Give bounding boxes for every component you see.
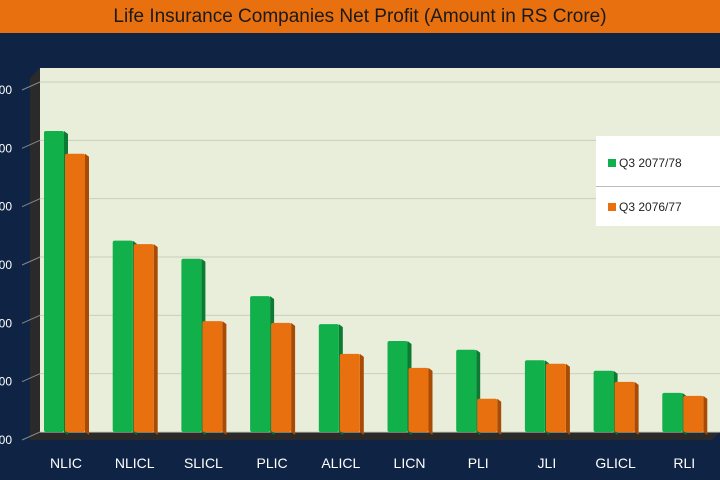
- x-tick-label: PLIC: [257, 455, 288, 471]
- bar-JLI-0: [524, 360, 545, 432]
- bar-side: [153, 244, 158, 435]
- y-tick-label: 00: [0, 375, 12, 389]
- legend: Q3 2077/78 Q3 2076/77: [596, 136, 720, 226]
- bar-NLIC-1: [65, 153, 85, 432]
- bar-GLICL-1: [614, 381, 635, 432]
- tick-mark: [21, 139, 41, 149]
- bar-RLI-1: [683, 395, 704, 432]
- x-tick-label: PLI: [468, 455, 489, 471]
- y-tick-label: 00: [0, 316, 12, 330]
- y-tick-label: 00: [0, 141, 12, 155]
- bar-side: [497, 398, 502, 435]
- y-tick-label: 00: [0, 200, 12, 214]
- bar-LICN-1: [408, 367, 429, 432]
- bar-side: [359, 353, 364, 435]
- tick-mark: [21, 81, 41, 91]
- legend-item: Q3 2077/78: [608, 156, 682, 170]
- legend-swatch-orange: [608, 203, 616, 211]
- tick-mark: [21, 198, 41, 208]
- plot-left-wall: [30, 68, 40, 440]
- bar-side: [85, 153, 89, 435]
- bar-SLICL-0: [181, 258, 202, 432]
- bar-GLICL-0: [593, 370, 614, 432]
- tick-mark: [21, 373, 41, 383]
- legend-item: Q3 2076/77: [608, 200, 682, 214]
- legend-label: Q3 2076/77: [619, 200, 682, 214]
- y-tick-label: 00: [0, 433, 12, 447]
- x-tick-label: GLICL: [595, 455, 636, 471]
- bar-PLIC-1: [271, 322, 292, 432]
- plot-floor: [30, 432, 720, 440]
- bar-side: [565, 363, 570, 435]
- chart-title: Life Insurance Companies Net Profit (Amo…: [0, 0, 720, 33]
- bar-SLICL-1: [202, 321, 223, 432]
- bar-ALICL-1: [339, 353, 360, 432]
- bar-PLI-0: [456, 349, 477, 432]
- bar-ALICL-0: [318, 324, 339, 432]
- tick-mark: [21, 256, 41, 266]
- bar-side: [222, 321, 227, 435]
- x-tick-label: ALICL: [321, 455, 360, 471]
- bar-side: [634, 381, 639, 435]
- tick-mark: [21, 431, 41, 441]
- y-tick-label: 00: [0, 258, 12, 272]
- bar-side: [291, 322, 296, 435]
- x-tick-label: JLI: [538, 455, 557, 471]
- x-tick-label: NLIC: [50, 455, 82, 471]
- bar-NLICL-1: [133, 244, 154, 432]
- y-tick-label: 00: [0, 83, 12, 97]
- x-tick-label: NLICL: [115, 455, 155, 471]
- bar-PLI-1: [477, 398, 498, 432]
- x-tick-label: LICN: [394, 455, 426, 471]
- bar-JLI-1: [545, 363, 566, 432]
- x-tick-label: SLICL: [184, 455, 223, 471]
- bar-NLICL-0: [112, 240, 133, 432]
- legend-label: Q3 2077/78: [619, 156, 682, 170]
- bar-PLIC-0: [250, 296, 271, 432]
- bar-NLIC-0: [44, 131, 64, 432]
- x-tick-label: RLI: [673, 455, 695, 471]
- bar-side: [703, 395, 708, 435]
- tick-mark: [21, 314, 41, 324]
- legend-swatch-green: [608, 159, 616, 167]
- bar-LICN-0: [387, 341, 408, 432]
- bar-RLI-0: [662, 392, 683, 432]
- bar-side: [428, 367, 433, 435]
